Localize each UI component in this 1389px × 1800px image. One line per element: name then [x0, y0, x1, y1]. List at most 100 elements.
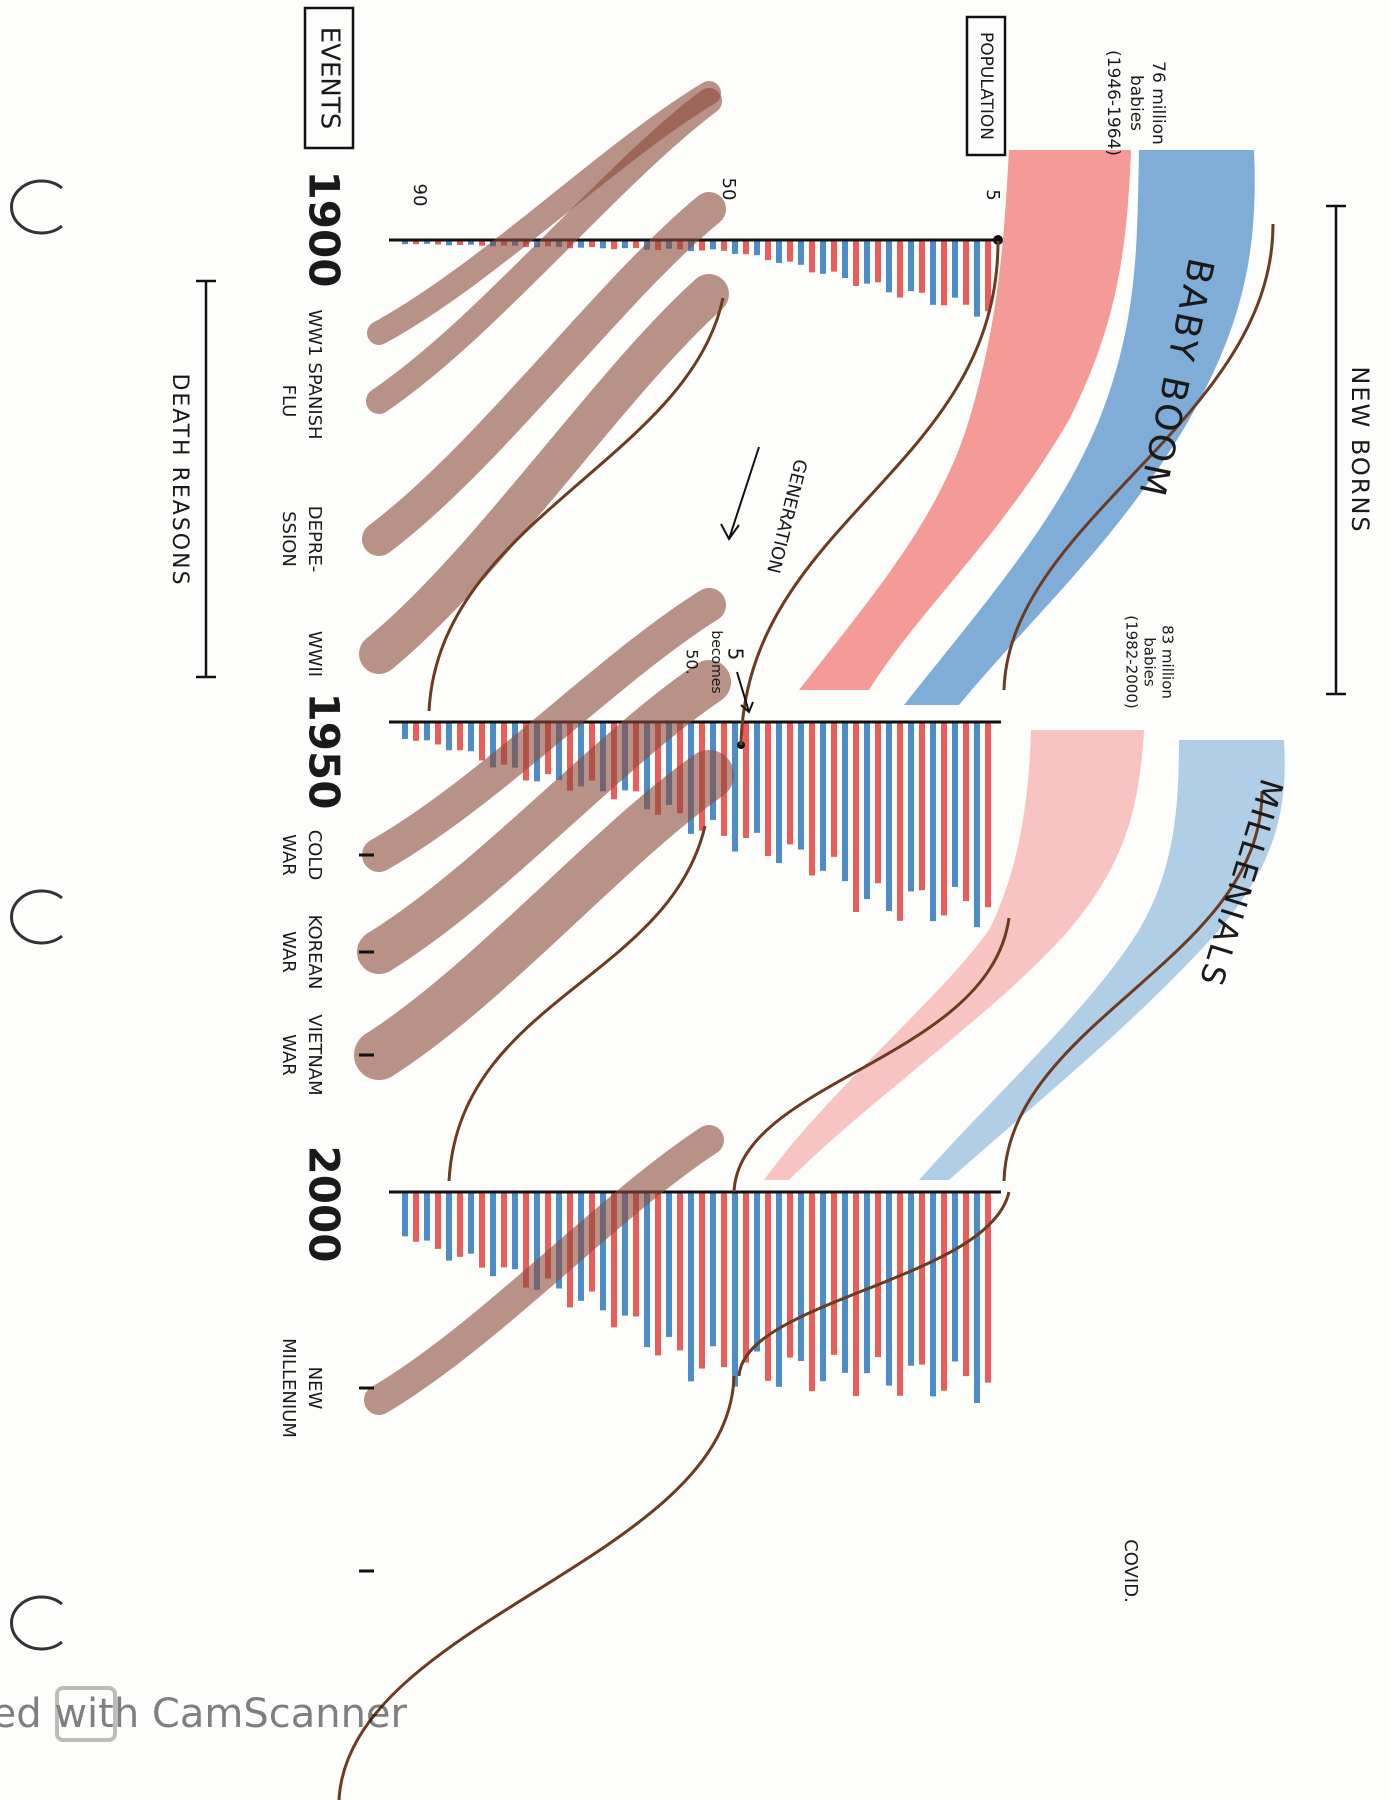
population-bar — [776, 722, 782, 864]
population-bar — [435, 1192, 441, 1249]
population-bar — [897, 722, 903, 921]
cohort-curve — [737, 1191, 1011, 1377]
population-bar — [941, 722, 947, 916]
population-bar — [864, 240, 870, 284]
population-bar — [732, 722, 738, 852]
population-bar — [446, 722, 452, 751]
population-bar — [886, 1192, 892, 1386]
population-bar — [974, 240, 980, 317]
event-label: WW1 — [304, 309, 325, 356]
population-bar — [809, 240, 815, 273]
population-bar — [743, 1192, 749, 1363]
cohort-band — [799, 150, 1131, 690]
population-bar — [897, 1192, 903, 1396]
cohort-curve — [427, 297, 725, 712]
population-bar — [710, 240, 716, 250]
population-bar — [908, 1192, 914, 1366]
population-bar — [699, 1192, 705, 1369]
population-bar — [853, 240, 859, 286]
population-bar — [611, 240, 617, 250]
population-bar — [930, 240, 936, 305]
cohort-note: babies — [1126, 75, 1146, 131]
hole — [10, 889, 63, 945]
death-swath — [366, 88, 722, 414]
population-bar — [908, 240, 914, 292]
population-bar — [875, 722, 881, 884]
population-bar — [952, 722, 958, 887]
section-label: POPULATION — [976, 32, 996, 140]
event-label: NEW — [304, 1367, 325, 1410]
population-bar — [457, 722, 463, 751]
population-bar — [424, 722, 430, 741]
event-label: DEPRE- — [304, 506, 325, 572]
population-bar — [512, 1192, 518, 1270]
event-label: WAR — [278, 931, 299, 973]
population-bar — [820, 1192, 826, 1382]
cohort-curve — [447, 825, 707, 1182]
death-swath — [354, 750, 734, 1080]
annotation-arrow — [736, 671, 754, 714]
population-bar — [765, 1192, 771, 1381]
population-bar — [842, 240, 848, 278]
watermark: Scanned with CamScanner — [0, 1691, 408, 1737]
population-bar — [974, 722, 980, 928]
population-bar — [622, 240, 628, 249]
cohort-note: (1946-1964) — [1103, 50, 1123, 156]
cohort-curve — [739, 240, 1000, 746]
population-bar — [732, 1192, 738, 1387]
axis-dot — [993, 235, 1003, 245]
cohort-note: 83 million — [1159, 625, 1177, 699]
cohort-note: (1982-2000) — [1123, 615, 1141, 708]
annotation: 50. — [683, 649, 702, 674]
event-label: FLU — [278, 385, 299, 418]
axis-title: DEATH REASONS — [167, 373, 192, 586]
population-bar — [743, 240, 749, 255]
event-label: WWII — [304, 631, 325, 677]
population-bar — [985, 240, 991, 312]
cohort-curve — [1002, 223, 1275, 691]
population-bar — [479, 722, 485, 761]
population-bar — [875, 240, 881, 283]
population-bar — [941, 1192, 947, 1391]
population-bar — [798, 722, 804, 850]
population-bar — [831, 722, 837, 857]
event-label: COLD — [304, 830, 325, 881]
age-label: 5 — [982, 189, 1003, 200]
population-bar — [897, 240, 903, 298]
cohort-band — [764, 730, 1144, 1180]
population-bar — [809, 722, 815, 876]
population-bar — [633, 1192, 639, 1317]
population-bar — [853, 722, 859, 912]
age-label: 90 — [409, 184, 430, 207]
watermark-group: Scanned with CamScanner — [0, 1686, 408, 1742]
population-bar — [523, 1192, 529, 1288]
event-label: MILLENIUM — [278, 1338, 299, 1438]
label-box — [303, 6, 355, 150]
population-bar — [919, 1192, 925, 1365]
population-bar — [402, 1192, 408, 1237]
population-bar — [765, 240, 771, 261]
population-bar — [413, 722, 419, 741]
population-bar — [886, 240, 892, 293]
cohort-band — [904, 150, 1255, 705]
age-label: 50 — [718, 178, 739, 201]
event-label: VIETNAM — [304, 1014, 325, 1095]
population-bar — [633, 240, 639, 249]
cohort-curve — [732, 917, 1011, 1193]
population-bar — [600, 240, 606, 249]
section-label: EVENTS — [315, 27, 345, 129]
population-bar — [875, 1192, 881, 1358]
year-label: 1950 — [300, 693, 349, 810]
population-bar — [919, 240, 925, 293]
population-bar — [776, 1192, 782, 1387]
population-bar — [864, 1192, 870, 1374]
hole — [10, 1595, 63, 1651]
population-bar — [699, 240, 705, 251]
event-label: SSION — [278, 511, 299, 567]
population-bar — [754, 240, 760, 256]
cohort-note: babies — [1141, 637, 1159, 687]
population-bar — [721, 1192, 727, 1368]
population-bar — [809, 1192, 815, 1392]
